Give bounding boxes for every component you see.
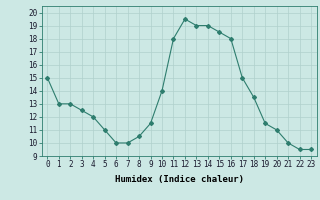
X-axis label: Humidex (Indice chaleur): Humidex (Indice chaleur) [115, 175, 244, 184]
